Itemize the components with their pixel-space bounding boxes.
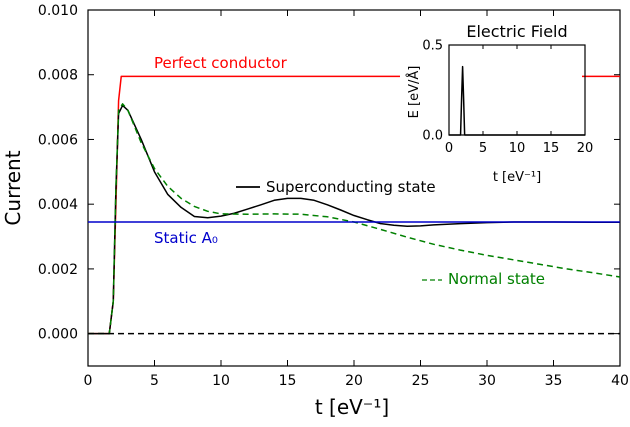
main-series-superconducting-state: [88, 104, 620, 335]
inset-x-axis-label: t [eV⁻¹]: [493, 170, 541, 185]
inset-y-ticks: 0.0 0.5: [422, 39, 585, 144]
main-x-ticks: 0 5 10 15 20 25 30 35 40: [84, 10, 629, 389]
main-y-tick-label: 0.002: [38, 262, 78, 278]
inset-y-tick-label: 0.5: [422, 39, 443, 54]
annotation-perfect-conductor: Perfect conductor: [154, 54, 288, 72]
inset-series-group: [449, 65, 585, 136]
inset-background: [400, 40, 582, 138]
main-series-normal-state: [88, 103, 621, 335]
main-x-tick-label: 15: [279, 373, 297, 389]
main-x-tick-label: 30: [478, 373, 496, 389]
main-x-tick-label: 0: [84, 373, 93, 389]
main-y-axis-label: Current: [1, 150, 25, 225]
inset-y-axis-label: E [eV/Å]: [406, 66, 422, 119]
inset-y-tick-label: 0.0: [422, 129, 443, 144]
inset-x-ticks: 0 5 10 15 20: [445, 45, 593, 156]
annotation-superconducting-state: Superconducting state: [266, 178, 436, 196]
inset-title: Electric Field: [466, 22, 567, 41]
main-y-tick-label: 0.010: [38, 3, 78, 19]
main-y-tick-label: 0.008: [38, 68, 78, 84]
main-y-tick-label: 0.006: [38, 132, 78, 148]
inset-x-tick-label: 20: [577, 141, 594, 156]
main-series-group: [88, 75, 621, 335]
inset-x-tick-label: 0: [445, 141, 453, 156]
inset-x-tick-label: 15: [543, 141, 560, 156]
main-y-tick-label: 0.000: [38, 327, 78, 343]
main-plot: 0 5 10 15 20 25 30 35 40 0.000 0.002 0.004 0.006 0.0…: [1, 3, 629, 419]
inset-series-pulse: [449, 65, 585, 136]
main-annotations: Perfect conductor Static A₀ Superconduct…: [154, 54, 545, 288]
main-x-tick-label: 5: [150, 373, 159, 389]
main-x-tick-label: 25: [412, 373, 430, 389]
inset-x-tick-label: 5: [479, 141, 487, 156]
main-x-tick-label: 20: [345, 373, 363, 389]
inset-plot: 0 5 10 15 20 0.00.5 Electric Field t [eV⁻¹] …: [400, 22, 593, 185]
annotation-normal-state: Normal state: [448, 270, 545, 288]
main-y-tick-label: 0.004: [38, 197, 78, 213]
inset-x-tick-label: 10: [509, 141, 526, 156]
main-x-tick-label: 40: [611, 373, 629, 389]
main-x-tick-label: 10: [212, 373, 230, 389]
annotation-static-a0: Static A₀: [154, 229, 218, 247]
main-x-axis-label: t [eV⁻¹]: [315, 395, 389, 419]
main-x-tick-label: 35: [545, 373, 563, 389]
